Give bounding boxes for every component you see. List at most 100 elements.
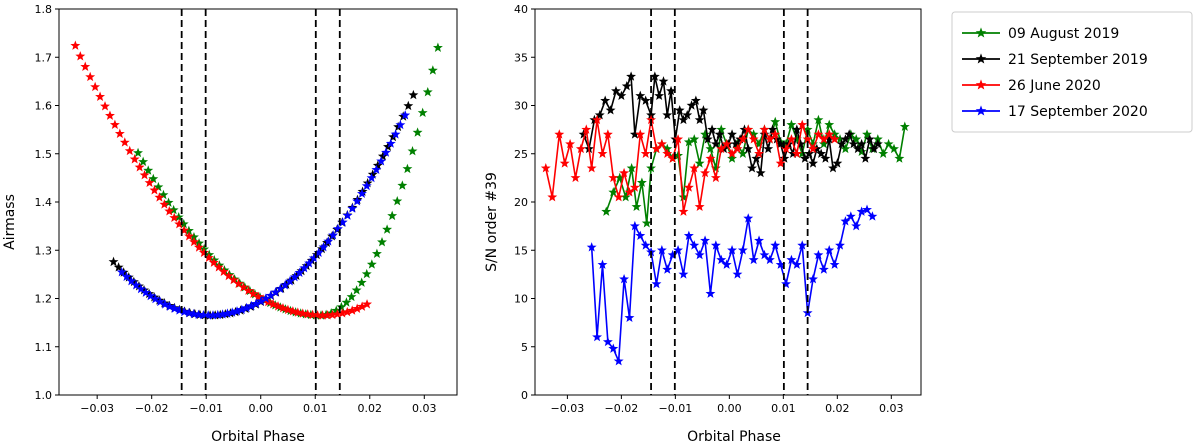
sn-frame — [534, 8, 922, 396]
data-point — [816, 148, 827, 158]
legend-star-marker — [975, 79, 987, 90]
data-point — [307, 309, 318, 320]
x-tick-label: 0.03 — [879, 402, 904, 415]
data-point — [342, 306, 353, 317]
x-tick-label: −0.01 — [189, 402, 223, 415]
data-point — [658, 76, 669, 86]
data-point — [811, 143, 822, 154]
data-point — [268, 299, 279, 309]
airmass-y-axis-label: Airmass — [2, 194, 18, 250]
data-point — [129, 154, 140, 164]
data-point — [376, 156, 387, 166]
y-tick-label: 40 — [514, 3, 528, 16]
data-point — [189, 231, 199, 242]
data-point — [624, 187, 635, 197]
data-point — [786, 134, 797, 144]
data-point — [155, 296, 166, 307]
data-point — [824, 134, 835, 144]
data-point — [559, 158, 570, 168]
y-tick-label: 1.2 — [35, 293, 53, 306]
data-point — [238, 282, 249, 292]
sn-x-axis-label: Orbital Phase — [687, 429, 781, 445]
airmass-panel: −0.03 −0.02 −0.01 0.00 0.01 0.02 0.03 1.0 1.1 1.2… — [2, 3, 458, 445]
series-2 — [70, 40, 372, 320]
data-point — [208, 257, 219, 267]
data-point — [662, 148, 673, 158]
data-point — [710, 172, 721, 183]
legend-label: 17 September 2020 — [1008, 104, 1148, 120]
data-point — [754, 235, 764, 245]
data-point — [299, 262, 310, 273]
data-point — [743, 143, 754, 154]
data-point — [100, 101, 110, 111]
data-point — [626, 71, 637, 81]
data-point — [163, 197, 174, 207]
data-point — [356, 277, 367, 287]
data-point — [148, 173, 159, 184]
data-point — [867, 211, 878, 221]
series-line — [590, 208, 874, 362]
data-point — [737, 134, 748, 144]
data-point — [619, 274, 630, 284]
data-point — [149, 292, 160, 302]
data-point — [727, 153, 737, 163]
data-point — [149, 185, 160, 195]
data-point — [899, 121, 910, 131]
data-point — [759, 124, 770, 134]
data-point — [694, 201, 705, 212]
data-point — [198, 310, 209, 320]
data-point — [183, 225, 194, 235]
data-point — [144, 177, 155, 188]
data-point — [770, 240, 781, 250]
data-point — [705, 153, 716, 163]
data-point — [651, 143, 662, 154]
data-point — [698, 105, 709, 115]
y-tick-label: 25 — [514, 148, 528, 161]
data-point — [747, 163, 757, 173]
data-point — [602, 129, 613, 139]
data-point — [754, 138, 764, 149]
data-point — [613, 356, 624, 366]
data-point — [710, 138, 721, 149]
data-point — [878, 148, 889, 158]
airmass-axes: −0.03 −0.02 −0.01 0.00 0.01 0.02 0.03 1.0 1.1 1.2… — [35, 3, 458, 415]
data-point — [168, 204, 179, 215]
data-point — [351, 285, 362, 295]
data-point — [253, 291, 264, 301]
data-point — [640, 148, 651, 158]
data-point — [751, 153, 762, 163]
data-point — [233, 278, 244, 288]
x-tick-label: 0.01 — [303, 402, 328, 415]
data-point — [755, 167, 766, 178]
data-point — [372, 160, 383, 170]
data-point — [836, 138, 847, 149]
data-point — [694, 249, 705, 260]
data-point — [222, 308, 233, 318]
data-point — [608, 187, 619, 197]
data-point — [251, 298, 262, 308]
data-point — [694, 158, 705, 168]
data-point — [791, 148, 802, 158]
y-tick-label: 1.7 — [35, 51, 53, 64]
data-point — [856, 146, 867, 157]
data-point — [629, 220, 640, 231]
data-point — [292, 307, 303, 317]
data-point — [275, 283, 286, 294]
data-point — [331, 305, 342, 315]
data-point — [412, 127, 423, 137]
data-point — [802, 134, 813, 144]
data-point — [397, 180, 408, 190]
data-point — [346, 291, 357, 302]
series-3 — [116, 110, 411, 320]
data-point — [835, 134, 845, 144]
data-point — [308, 252, 319, 263]
data-point — [178, 218, 189, 229]
data-point — [327, 309, 338, 320]
data-point — [667, 249, 678, 260]
data-point — [737, 148, 748, 158]
data-point — [403, 100, 414, 111]
data-point — [119, 137, 130, 147]
data-point — [795, 138, 806, 149]
legend-entry: 09 August 2019 — [962, 26, 1119, 42]
data-point — [829, 134, 840, 144]
